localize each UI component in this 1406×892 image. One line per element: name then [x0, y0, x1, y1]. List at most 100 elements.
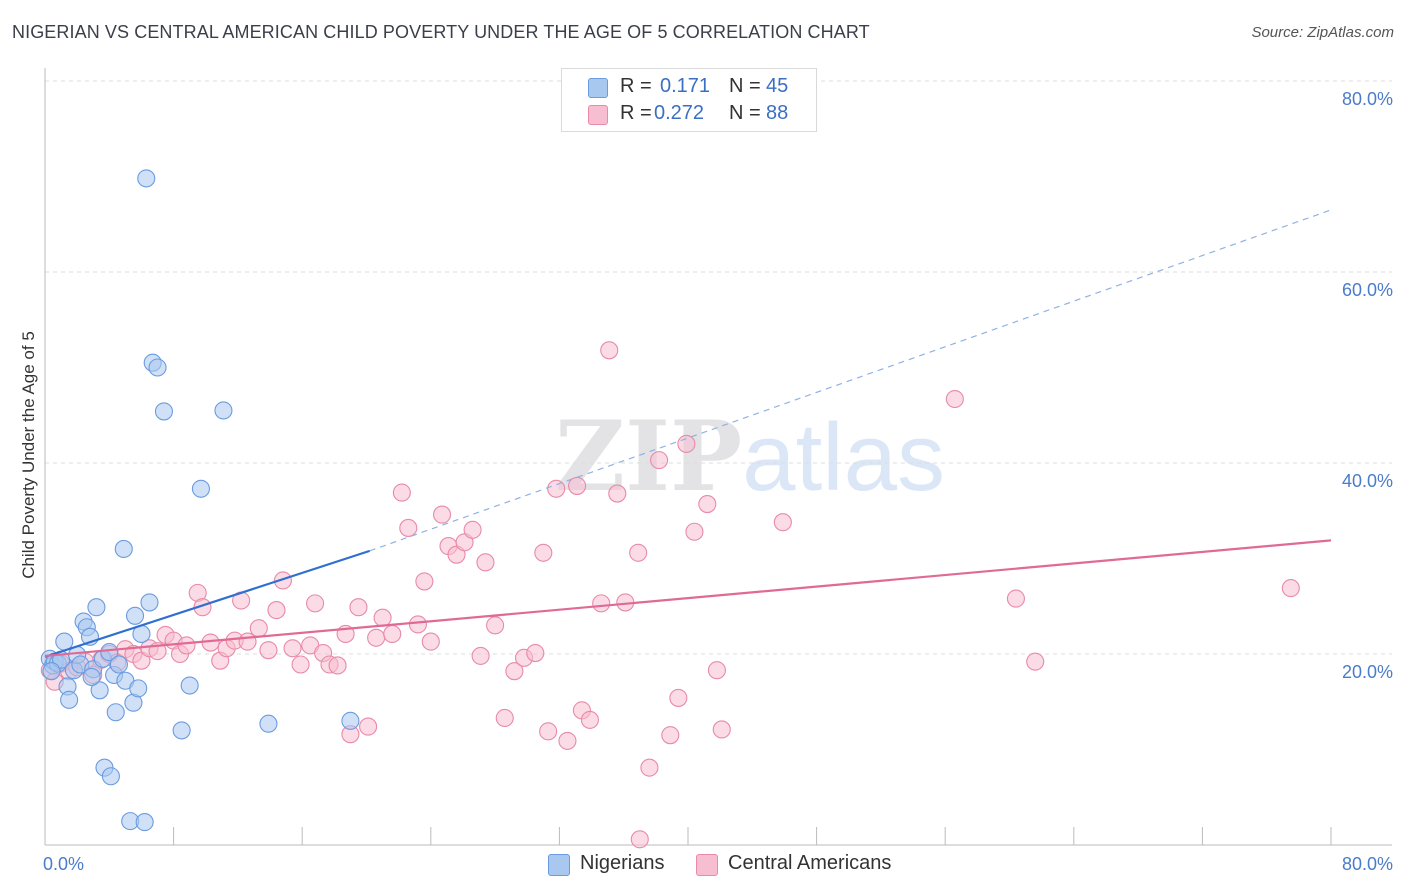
data-point-central-americans: [685, 522, 704, 541]
data-point-central-americans: [661, 726, 680, 745]
data-points: [40, 169, 1300, 849]
data-point-central-americans: [712, 720, 731, 739]
data-point-nigerians: [191, 479, 210, 498]
data-point-nigerians: [42, 662, 61, 681]
legend-r-label: R =: [620, 102, 652, 124]
data-point-nigerians: [137, 169, 156, 188]
data-point-nigerians: [101, 767, 120, 786]
data-point-nigerians: [60, 690, 79, 709]
data-point-central-americans: [399, 518, 418, 537]
legend-swatch-central-americans: [588, 105, 608, 125]
data-point-central-americans: [373, 608, 392, 627]
data-point-central-americans: [1006, 589, 1025, 608]
legend-swatch-central-americans-bottom: [696, 854, 718, 876]
data-point-nigerians: [109, 655, 128, 674]
data-point-central-americans: [580, 710, 599, 729]
data-point-central-americans: [677, 434, 696, 453]
data-point-central-americans: [486, 616, 505, 635]
data-point-central-americans: [238, 632, 257, 651]
data-point-central-americans: [773, 513, 792, 532]
y-tick-label: 40.0%: [1342, 471, 1393, 491]
legend-row-central-americans: R = 0.272 N = 88: [562, 102, 816, 128]
data-point-nigerians: [87, 598, 106, 617]
data-point-nigerians: [90, 681, 109, 700]
legend-swatch-nigerians-bottom: [548, 854, 570, 876]
data-point-nigerians: [106, 703, 125, 722]
data-point-nigerians: [114, 539, 133, 559]
data-point-nigerians: [341, 711, 360, 730]
data-point-central-americans: [359, 717, 378, 736]
legend-n-value: 88: [766, 102, 789, 124]
y-tick-label: 80.0%: [1342, 89, 1393, 109]
data-point-central-americans: [534, 543, 553, 562]
legend-r-value: 0.171: [660, 75, 711, 97]
data-point-central-americans: [392, 483, 411, 502]
data-point-central-americans: [568, 476, 587, 495]
chart-title: NIGERIAN VS CENTRAL AMERICAN CHILD POVER…: [12, 22, 870, 42]
data-point-central-americans: [669, 688, 688, 707]
y-tick-label: 20.0%: [1342, 662, 1393, 682]
data-point-nigerians: [135, 813, 154, 832]
legend-r-value: 0.272: [654, 102, 705, 124]
data-point-central-americans: [273, 571, 292, 590]
data-point-nigerians: [100, 643, 119, 662]
data-point-nigerians: [259, 714, 278, 733]
data-point-central-americans: [495, 708, 514, 728]
data-point-central-americans: [283, 639, 302, 658]
data-point-central-americans: [608, 484, 627, 503]
data-point-central-americans: [291, 655, 310, 674]
legend-n-label: N =: [729, 102, 761, 124]
legend-label-nigerians: Nigerians: [580, 852, 665, 874]
data-point-central-americans: [476, 553, 495, 572]
data-point-central-americans: [259, 641, 278, 660]
data-point-central-americans: [539, 722, 558, 741]
data-point-central-americans: [629, 543, 648, 562]
data-point-nigerians: [148, 358, 167, 377]
gridlines: [45, 80, 1392, 655]
trend-line-nigerians: [44, 549, 371, 658]
data-point-nigerians: [180, 676, 199, 695]
data-point-central-americans: [328, 656, 347, 675]
data-point-central-americans: [415, 572, 434, 591]
data-point-central-americans: [600, 341, 619, 360]
trend-lines: [44, 209, 1332, 658]
data-point-nigerians: [125, 606, 145, 625]
data-point-nigerians: [82, 667, 101, 686]
data-point-central-americans: [558, 731, 577, 750]
tick-labels: 20.0% 40.0% 60.0% 80.0% 0.0% 80.0%: [43, 89, 1393, 874]
trend-line-nigerians-extension: [369, 209, 1332, 552]
data-point-nigerians: [172, 721, 191, 740]
data-point-central-americans: [249, 619, 268, 638]
data-point-central-americans: [421, 632, 440, 651]
data-point-central-americans: [267, 601, 286, 620]
legend-label-central-americans: Central Americans: [728, 852, 892, 874]
data-point-central-americans: [945, 389, 964, 409]
axes: [44, 68, 1392, 846]
data-point-central-americans: [650, 451, 669, 470]
correlation-legend: R = 0.171 N = 45 R = 0.272 N = 88: [561, 68, 817, 132]
data-point-central-americans: [408, 615, 427, 634]
y-axis-label: Child Poverty Under the Age of 5: [19, 331, 38, 579]
data-point-nigerians: [129, 679, 148, 698]
legend-r-label: R =: [620, 75, 652, 97]
data-point-central-americans: [630, 830, 649, 849]
data-point-central-americans: [383, 624, 402, 643]
legend-row-nigerians: R = 0.171 N = 45: [562, 75, 816, 101]
data-point-central-americans: [547, 479, 566, 498]
source-label: Source: ZipAtlas.com: [1251, 24, 1394, 41]
data-point-central-americans: [306, 594, 325, 613]
data-point-central-americans: [505, 662, 524, 681]
trend-line-central-americans: [44, 539, 1332, 658]
data-point-central-americans: [349, 598, 368, 617]
data-point-central-americans: [367, 628, 386, 647]
data-point-nigerians: [140, 593, 159, 612]
data-point-nigerians: [214, 401, 233, 420]
data-point-central-americans: [1281, 579, 1300, 598]
data-point-central-americans: [698, 495, 717, 514]
data-point-central-americans: [177, 636, 196, 655]
legend-n-value: 45: [766, 75, 789, 97]
data-point-nigerians: [154, 402, 174, 421]
data-point-central-americans: [433, 505, 452, 524]
x-tick-label-max: 80.0%: [1342, 854, 1393, 874]
